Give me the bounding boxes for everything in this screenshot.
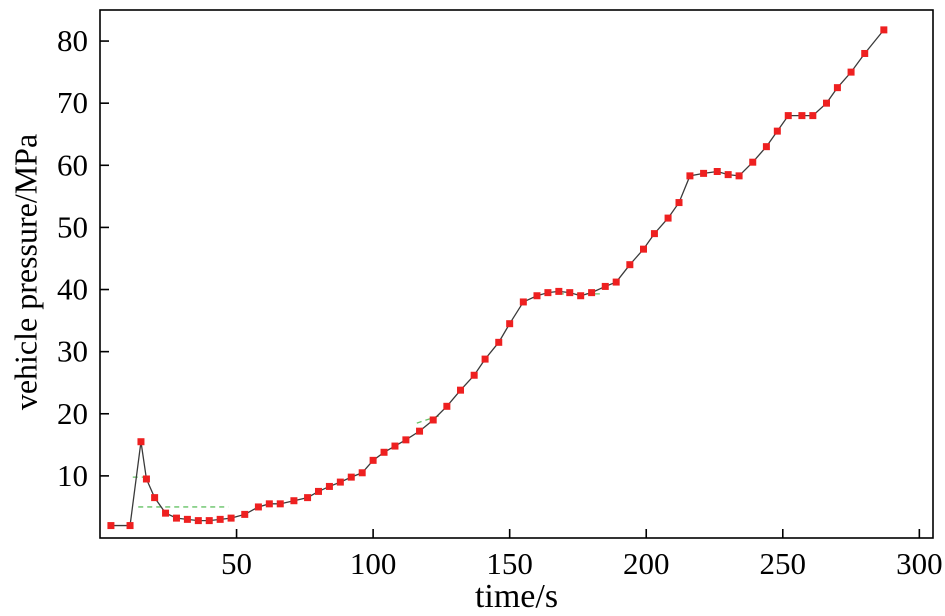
data-point-marker: [880, 26, 888, 34]
data-point-marker: [700, 169, 708, 177]
data-point-marker: [861, 49, 869, 57]
data-point-marker: [544, 289, 552, 297]
data-point-marker: [822, 99, 830, 107]
data-point-marker: [639, 245, 647, 253]
data-point-marker: [241, 510, 249, 518]
x-tick-label: 200: [623, 546, 670, 581]
y-tick-label: 70: [57, 85, 88, 120]
data-point-marker: [162, 509, 170, 517]
x-tick-label: 250: [760, 546, 807, 581]
data-point-marker: [137, 438, 145, 446]
data-point-marker: [126, 522, 134, 530]
data-point-marker: [519, 298, 527, 306]
data-point-marker: [749, 158, 757, 166]
y-tick-label: 40: [57, 272, 88, 307]
y-tick-label: 60: [57, 147, 88, 182]
data-point-marker: [724, 171, 732, 179]
data-point-marker: [506, 320, 514, 328]
data-point-marker: [481, 355, 489, 363]
y-tick-label: 20: [57, 396, 88, 431]
data-point-marker: [254, 503, 262, 511]
y-tick-label: 50: [57, 209, 88, 244]
pressure-line: [110, 29, 885, 527]
data-point-marker: [183, 515, 191, 523]
data-point-marker: [833, 84, 841, 92]
data-point-marker: [713, 168, 721, 176]
y-tick-label: 10: [57, 458, 88, 493]
data-point-marker: [325, 482, 333, 490]
data-point-marker: [172, 514, 180, 522]
y-axis-label: vehicle pressure/MPa: [7, 133, 44, 411]
data-point-marker: [650, 230, 658, 238]
data-point-marker: [784, 112, 792, 120]
data-point-marker: [686, 172, 694, 180]
data-point-marker: [216, 515, 224, 523]
data-point-marker: [675, 199, 683, 207]
plot-frame: [99, 9, 934, 539]
data-point-marker: [265, 500, 273, 508]
data-point-marker: [276, 500, 284, 508]
data-point-marker: [773, 127, 781, 135]
data-point-marker: [336, 478, 344, 486]
data-point-marker: [566, 289, 574, 297]
data-point-marker: [391, 442, 399, 450]
data-point-marker: [470, 371, 478, 379]
data-point-marker: [762, 143, 770, 151]
data-point-marker: [227, 514, 235, 522]
data-point-marker: [429, 416, 437, 424]
data-point-marker: [601, 282, 609, 290]
data-point-marker: [443, 402, 451, 410]
data-point-marker: [358, 469, 366, 477]
data-point-marker: [457, 386, 465, 394]
data-point-marker: [735, 172, 743, 180]
x-axis-label: time/s: [474, 578, 559, 615]
data-point-marker: [194, 517, 202, 525]
data-point-marker: [555, 287, 563, 295]
data-point-marker: [369, 456, 377, 464]
y-tick-label: 30: [57, 334, 88, 369]
data-point-marker: [577, 292, 585, 300]
data-point-marker: [314, 487, 322, 495]
data-point-marker: [142, 475, 150, 483]
data-point-marker: [533, 292, 541, 300]
data-point-marker: [495, 338, 503, 346]
data-point-marker: [107, 522, 115, 530]
data-point-marker: [347, 473, 355, 481]
data-point-marker: [416, 427, 424, 435]
y-tick-label: 80: [57, 23, 88, 58]
x-tick-label: 50: [221, 546, 252, 581]
data-point-marker: [626, 261, 634, 269]
data-point-marker: [290, 497, 298, 505]
x-tick-label: 150: [486, 546, 533, 581]
data-point-marker: [664, 214, 672, 222]
x-tick-label: 100: [350, 546, 397, 581]
data-point-marker: [847, 68, 855, 76]
data-point-marker: [151, 494, 159, 502]
data-point-marker: [809, 112, 817, 120]
data-point-marker: [588, 289, 596, 297]
data-point-marker: [380, 448, 388, 456]
data-point-marker: [612, 278, 620, 286]
data-point-marker: [304, 494, 312, 502]
data-point-marker: [798, 112, 806, 120]
x-tick-label: 300: [896, 546, 943, 581]
data-point-marker: [205, 517, 213, 525]
data-point-marker: [402, 436, 410, 444]
